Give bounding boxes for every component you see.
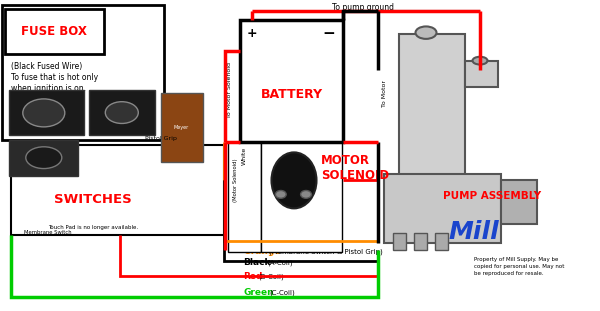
Ellipse shape [301, 190, 311, 198]
Text: Touch Pad is no longer available.: Touch Pad is no longer available. [48, 225, 138, 230]
Bar [435, 233, 448, 250]
Text: To pump ground: To pump ground [332, 3, 394, 12]
Text: Orange: Orange [243, 247, 280, 256]
Text: (Motor Solenoid): (Motor Solenoid) [233, 159, 238, 202]
Bar [384, 174, 501, 243]
Text: MOTOR: MOTOR [321, 154, 370, 167]
Text: FUSE BOX: FUSE BOX [21, 25, 87, 38]
Text: when ignition is on.: when ignition is on. [11, 84, 86, 93]
Text: (C-Coil): (C-Coil) [269, 289, 295, 295]
Text: Pistol Grip: Pistol Grip [145, 136, 177, 141]
Bar [465, 61, 498, 87]
Text: SOLENOID: SOLENOID [321, 169, 389, 182]
Bar [393, 233, 406, 250]
Text: (Black Fused Wire): (Black Fused Wire) [11, 62, 82, 71]
Bar [5, 9, 104, 54]
Text: Red: Red [243, 272, 262, 281]
Ellipse shape [106, 102, 139, 123]
Bar [261, 142, 342, 252]
Text: To fuse that is hot only: To fuse that is hot only [11, 73, 98, 82]
Bar [501, 180, 537, 224]
Ellipse shape [473, 57, 487, 64]
Text: To Motor: To Motor [382, 80, 386, 107]
Bar [9, 90, 84, 135]
Ellipse shape [275, 190, 286, 198]
Text: White: White [242, 146, 247, 165]
Bar [9, 140, 78, 176]
Ellipse shape [23, 99, 65, 127]
Text: PUMP ASSEMBLY: PUMP ASSEMBLY [443, 191, 541, 201]
Ellipse shape [415, 26, 437, 39]
Text: Black: Black [243, 258, 271, 267]
Text: To Ground: To Ground [243, 243, 278, 249]
Text: (B-Coil): (B-Coil) [258, 274, 284, 280]
Text: Green: Green [243, 288, 274, 297]
Text: BATTERY: BATTERY [260, 88, 323, 101]
Bar [89, 90, 155, 135]
Text: −: − [322, 26, 335, 41]
Ellipse shape [271, 152, 317, 208]
Text: (Membrane Switch & Pistol Grip): (Membrane Switch & Pistol Grip) [269, 248, 383, 254]
Bar [399, 34, 465, 187]
Text: Membrane Switch: Membrane Switch [24, 230, 71, 235]
Text: SWITCHES: SWITCHES [54, 193, 132, 206]
Text: +: + [247, 27, 257, 40]
Ellipse shape [26, 147, 62, 169]
Bar [414, 233, 427, 250]
Text: Mill: Mill [449, 220, 499, 244]
Text: To Motor Solenoid: To Motor Solenoid [227, 62, 232, 118]
Text: Property of Mill Supply. May be
copied for personal use. May not
be reproduced f: Property of Mill Supply. May be copied f… [474, 257, 565, 276]
Bar [2, 5, 164, 140]
Bar [240, 20, 343, 142]
Text: (A-Coil): (A-Coil) [268, 260, 293, 266]
Bar [161, 93, 203, 162]
Text: Meyer: Meyer [173, 125, 189, 130]
Bar [11, 145, 224, 235]
Bar [228, 142, 261, 252]
